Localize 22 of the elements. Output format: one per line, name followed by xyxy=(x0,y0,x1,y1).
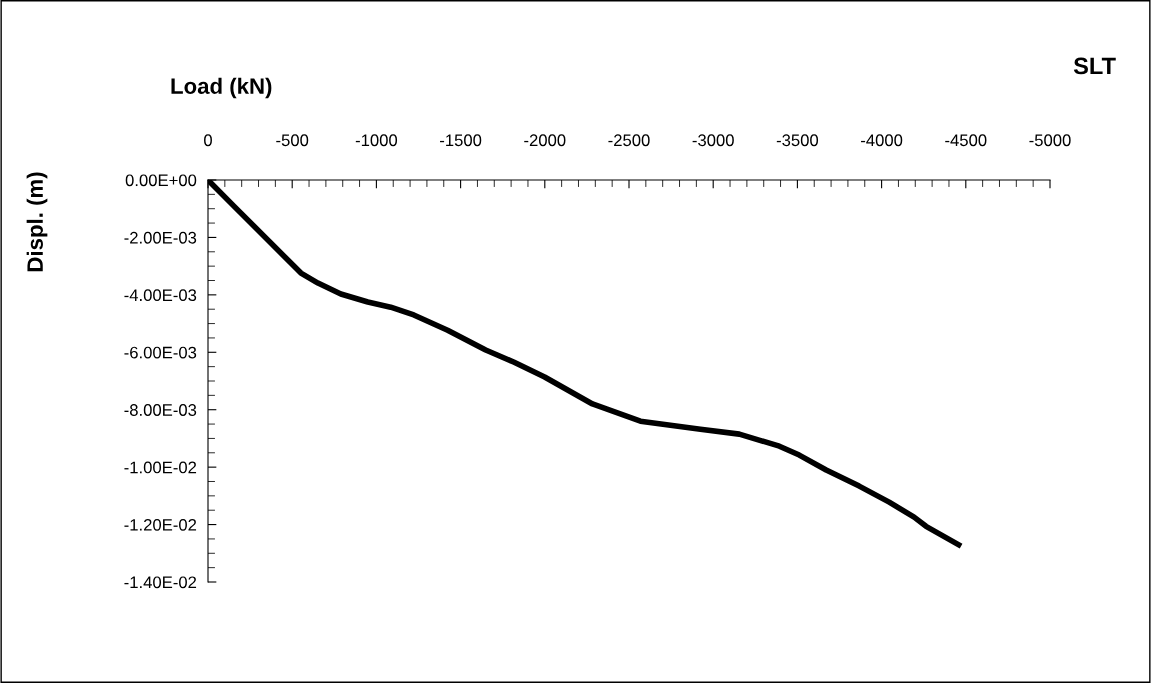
x-tick-label: -3000 xyxy=(692,134,734,147)
y-tick-label: -1.40E-02 xyxy=(124,576,197,589)
x-tick-label: -2500 xyxy=(608,134,650,147)
y-tick-label: -8.00E-03 xyxy=(124,404,197,416)
y-axis-title: Displ. (m) xyxy=(26,172,48,272)
x-tick-label: -4000 xyxy=(861,134,903,147)
x-tick-label: -3500 xyxy=(776,134,819,147)
y-tick-label: -1.20E-02 xyxy=(124,518,197,531)
x-tick-label: -1000 xyxy=(355,134,398,147)
y-tick-label: 0.00E+00 xyxy=(125,174,197,187)
x-tick-label: 0 xyxy=(204,134,212,147)
x-tick-label: -4500 xyxy=(945,134,987,147)
y-tick-label: -6.00E-03 xyxy=(124,346,197,359)
x-tick-label: -1500 xyxy=(440,134,482,147)
chart-title: SLT xyxy=(1073,57,1116,75)
y-tick-label: -4.00E-03 xyxy=(124,289,197,302)
y-tick-label: -1.00E-02 xyxy=(124,461,197,474)
y-tick-label: -2.00E-03 xyxy=(124,231,197,244)
x-tick-label: -5000 xyxy=(1029,134,1071,147)
x-axis-title: Load (kN) xyxy=(171,77,272,99)
x-tick-label: -2000 xyxy=(524,134,566,147)
x-tick-label: -500 xyxy=(276,134,309,147)
